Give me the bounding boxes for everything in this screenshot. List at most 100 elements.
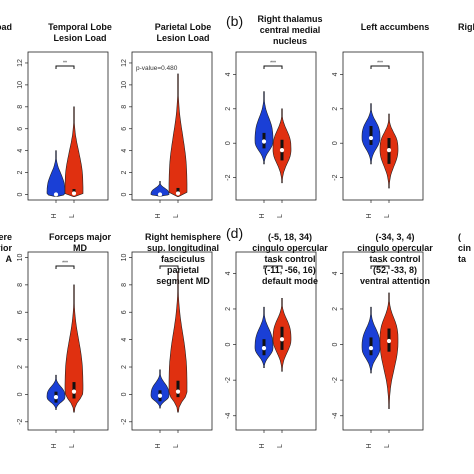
y-tick-label: 8	[17, 105, 24, 109]
panel-title-line: (-5, 18, 34)	[268, 232, 312, 242]
x-tick-label: H	[51, 443, 58, 448]
panel-title: oad	[0, 22, 12, 32]
p-value-label: p-value=0.480	[136, 65, 178, 72]
panel-title-line: nucleus	[273, 36, 307, 46]
violin-median	[368, 135, 374, 141]
violin-median	[279, 337, 285, 342]
panel-title-line: Right thalamus	[257, 14, 322, 24]
y-tick-label: -4	[332, 413, 339, 419]
significance-bracket	[159, 265, 179, 269]
y-tick-label: 2	[332, 107, 339, 111]
violin-median	[71, 191, 77, 196]
y-tick-label: 12	[121, 59, 128, 67]
panel-title-line: ventral attention	[360, 276, 430, 286]
y-tick-label: -2	[332, 377, 339, 383]
panel-title-line: Left accumbens	[361, 22, 430, 32]
significance-label: **	[63, 61, 67, 67]
x-tick-label: H	[259, 213, 266, 218]
significance-bracket	[55, 65, 75, 69]
violin-box	[369, 126, 373, 145]
plot-frame	[131, 51, 213, 201]
panel-title-line: (-34, 3, 4)	[375, 232, 414, 242]
violin-median	[261, 346, 267, 351]
panel-title-line: Temporal Lobe	[48, 22, 112, 32]
y-tick-label: 10	[121, 253, 128, 261]
y-tick-label: 2	[225, 107, 232, 111]
panel-title-line: Lesion Load	[156, 33, 209, 43]
x-tick-label: L	[173, 214, 180, 218]
y-tick-label: 8	[121, 105, 128, 109]
y-tick-label: 8	[17, 283, 24, 287]
x-tick-label: H	[366, 213, 373, 218]
panel-title-line: Forceps major	[49, 232, 112, 242]
panel-title-line: task control	[369, 254, 420, 264]
y-tick-label: 4	[225, 72, 232, 76]
plot-frame	[342, 251, 424, 431]
x-tick-label: H	[51, 213, 58, 218]
plot-frame	[131, 251, 213, 431]
violin-median	[157, 393, 163, 398]
y-tick-label: -2	[332, 174, 339, 180]
violin-median	[175, 191, 181, 196]
x-tick-label: H	[155, 443, 162, 448]
panels: 0 2 4 6 8 10 12 H L ** 0 2 4 6 8 10 12 H Lp-value=0.480 -2 0…	[17, 51, 424, 449]
violin-panel: 0 2 4 6 8 10 12 H L **	[17, 51, 109, 219]
panel-title-line: A	[6, 254, 13, 264]
violin-median	[279, 147, 285, 153]
violin-body	[64, 284, 84, 413]
violin-median	[386, 147, 392, 153]
panel-title-line: parietal	[167, 265, 199, 275]
y-tick-label: 4	[332, 271, 339, 275]
significance-label: ***	[270, 261, 276, 267]
violin-box	[176, 380, 180, 398]
x-tick-label: H	[259, 443, 266, 448]
panel-title-line: (52, -33, 8)	[373, 265, 417, 275]
violin-median	[71, 389, 77, 394]
y-tick-label: -2	[225, 377, 232, 383]
x-tick-label: H	[155, 213, 162, 218]
y-tick-label: 4	[17, 149, 24, 153]
violin-box	[176, 187, 180, 195]
panel-title-line: (-11, -56, 16)	[264, 265, 316, 275]
y-tick-label: -2	[225, 174, 232, 180]
y-tick-label: 2	[17, 171, 24, 175]
violin-panel: -2 0 2 4 6 8 10 H L ***	[17, 251, 109, 449]
panel-title-line: Lesion Load	[53, 33, 106, 43]
x-tick-label: L	[69, 444, 76, 448]
panel-label-d: (d)	[226, 225, 243, 241]
panel-title: hereteriorA	[0, 232, 13, 264]
significance-label: ***	[166, 261, 172, 267]
plot-frame	[27, 251, 109, 431]
y-tick-label: 4	[225, 271, 232, 275]
y-tick-label: 4	[121, 338, 128, 342]
violin-body	[168, 270, 188, 413]
violin-body	[254, 306, 274, 368]
significance-bracket	[55, 265, 75, 269]
panel-title-line: here	[0, 232, 12, 242]
y-tick-label: 6	[17, 310, 24, 314]
panel-title-line: MD	[73, 243, 87, 253]
violin-body	[254, 91, 274, 165]
y-tick-label: 0	[332, 141, 339, 145]
panel-title-line: sup. longitudinal	[147, 243, 219, 253]
violin-panel: -2 0 2 4 H L ***	[332, 51, 424, 219]
violin-body	[64, 106, 84, 198]
violin-median	[53, 395, 59, 400]
x-tick-label: L	[384, 444, 391, 448]
significance-bracket	[263, 65, 283, 69]
violin-median	[368, 346, 374, 351]
plot-frame	[235, 51, 317, 201]
violin-panel: -4 -2 0 2 4 H L ***	[225, 251, 317, 449]
y-tick-label: 6	[121, 310, 128, 314]
panel-title-line: Right hemisphere	[145, 232, 221, 242]
significance-bracket	[263, 265, 283, 269]
significance-bracket	[370, 265, 390, 269]
violin-panel: -2 0 2 4 6 8 10 H L ***	[121, 251, 213, 449]
